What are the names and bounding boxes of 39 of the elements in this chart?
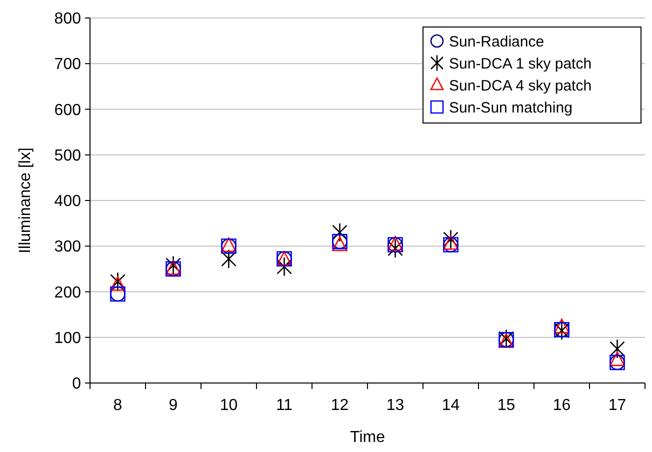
y-tick-label: 800 xyxy=(54,10,82,28)
point xyxy=(498,328,514,348)
point xyxy=(332,222,348,242)
x-tick-label: 17 xyxy=(608,397,626,414)
x-tick-label: 16 xyxy=(552,397,571,414)
point xyxy=(388,238,403,258)
y-tick-label: 400 xyxy=(54,193,82,210)
point xyxy=(332,236,348,252)
x-tick-label: 15 xyxy=(497,397,516,414)
y-tick-label: 300 xyxy=(54,238,82,256)
y-tick-label: 500 xyxy=(54,147,82,164)
point xyxy=(166,256,181,276)
point xyxy=(610,351,625,366)
x-tick-label: 13 xyxy=(386,397,404,414)
x-tick-label: 14 xyxy=(442,397,460,414)
point xyxy=(554,320,570,340)
point xyxy=(443,230,458,250)
point xyxy=(554,318,570,334)
y-tick-label: 700 xyxy=(54,56,82,74)
x-tick-label: 10 xyxy=(220,397,238,414)
point xyxy=(110,272,126,292)
x-tick-label: 8 xyxy=(113,397,122,414)
legend-label: Sun-Sun matching xyxy=(449,99,572,116)
x-tick-label: 11 xyxy=(276,397,293,414)
legend-label: Sun-DCA 4 sky patch xyxy=(449,77,592,94)
y-tick-label: 600 xyxy=(54,102,82,119)
legend-label: Sun-DCA 1 sky patch xyxy=(449,55,592,72)
y-tick-label: 100 xyxy=(54,330,82,347)
y-axis-title: Illuminance [lx] xyxy=(17,148,34,254)
point xyxy=(110,276,126,291)
x-tick-label: 9 xyxy=(168,397,178,414)
point xyxy=(221,249,236,269)
point xyxy=(276,256,292,276)
legend-label: Sun-Radiance xyxy=(449,33,544,50)
point xyxy=(610,339,625,359)
y-tick-label: 0 xyxy=(72,376,82,393)
y-tick-label: 200 xyxy=(54,284,82,302)
x-axis-title: Time xyxy=(350,429,386,446)
x-tick-label: 12 xyxy=(330,397,349,414)
